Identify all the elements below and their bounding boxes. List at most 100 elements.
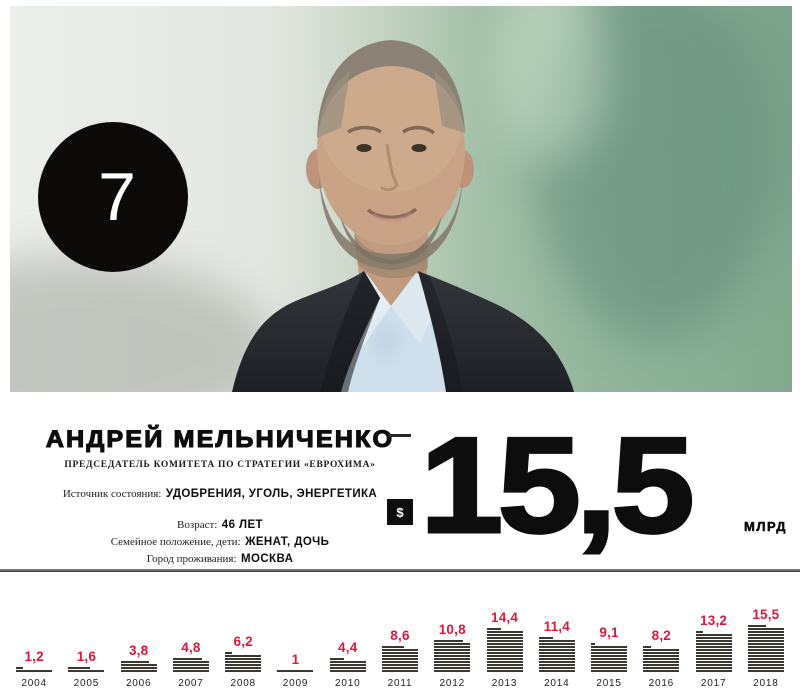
bar-line xyxy=(695,640,732,642)
bar-line xyxy=(486,664,523,666)
year-label: 2013 xyxy=(491,678,518,689)
bar-line-partial xyxy=(329,658,345,660)
bar-line xyxy=(434,664,471,666)
bar-line xyxy=(695,646,732,648)
bar-line xyxy=(695,664,732,666)
bar-line xyxy=(538,658,575,660)
bar-line xyxy=(747,640,784,642)
fact-label: Город проживания: xyxy=(146,553,237,565)
chart-column: 3,8 2006 xyxy=(113,642,165,690)
bar-line-partial xyxy=(747,625,766,627)
year-label: 2017 xyxy=(700,678,727,689)
profile-block: АНДРЕЙ МЕЛЬНИЧЕНКО ПРЕДСЕДАТЕЛЬ КОМИТЕТА… xyxy=(30,427,410,567)
bar-value-label: 13,2 xyxy=(700,612,728,628)
fact-row-city: Город проживания: МОСКВА xyxy=(30,550,410,567)
bar-line xyxy=(486,643,523,645)
bar-line xyxy=(486,637,523,639)
chart-column: 1,2 2004 xyxy=(8,648,60,690)
bar-line xyxy=(172,664,209,666)
dollar-badge: $ xyxy=(387,499,413,525)
bar-line xyxy=(591,646,628,648)
rank-number: 7 xyxy=(98,159,136,235)
bar-line xyxy=(381,652,418,654)
bar-line xyxy=(538,649,575,651)
bar-line-partial xyxy=(68,667,90,669)
fact-value: 46 ЛЕТ xyxy=(221,519,263,531)
bar-line xyxy=(381,649,418,651)
bar-line xyxy=(329,670,366,672)
bar-line xyxy=(486,661,523,663)
bar-line xyxy=(172,670,209,672)
chart-column: 9,1 2015 xyxy=(583,625,635,690)
year-label: 2008 xyxy=(230,678,256,689)
bar-line xyxy=(747,661,784,663)
bar-value-label: 8,6 xyxy=(390,627,410,643)
bar-value-label: 1,2 xyxy=(24,648,44,664)
portrait-illustration xyxy=(10,6,792,392)
bar-line xyxy=(591,652,628,654)
bar-line xyxy=(591,649,628,651)
year-label: 2018 xyxy=(753,678,779,689)
chart-column: 10,8 2012 xyxy=(426,622,478,690)
bar-line xyxy=(225,667,262,669)
bar-line xyxy=(538,655,575,657)
bar-line xyxy=(643,649,680,651)
bar-line xyxy=(643,652,680,654)
bar-stack xyxy=(225,651,262,672)
bar-line xyxy=(591,667,628,669)
rank-badge: 7 xyxy=(38,122,188,272)
bar-line xyxy=(747,649,784,651)
year-label: 2010 xyxy=(335,678,361,689)
bar-line xyxy=(434,667,471,669)
bar-line xyxy=(381,667,418,669)
bar-line xyxy=(591,664,628,666)
chart-column: 1,6 2005 xyxy=(60,649,112,690)
bar-value-label: 14,4 xyxy=(490,609,519,625)
bar-line xyxy=(747,628,784,630)
bar-line xyxy=(695,655,732,657)
bar-line xyxy=(695,667,732,669)
bar-line xyxy=(591,658,628,660)
bar-line xyxy=(486,655,523,657)
bar-value-label: 15,5 xyxy=(752,606,780,622)
bar-line xyxy=(747,643,784,645)
bar-line xyxy=(434,655,471,657)
bar-line xyxy=(225,661,262,663)
bar-line xyxy=(747,670,784,672)
bar-line xyxy=(486,640,523,642)
bar-line xyxy=(538,670,575,672)
year-label: 2014 xyxy=(544,678,570,689)
bar-line xyxy=(434,670,471,672)
bar-stack xyxy=(538,636,575,672)
bar-line xyxy=(747,664,784,666)
bar-value-label: 4,4 xyxy=(338,639,358,655)
bar-line xyxy=(381,661,418,663)
bar-line xyxy=(120,667,157,669)
bar-line xyxy=(172,661,209,663)
bar-line-partial xyxy=(381,646,404,648)
bar-value-label: 3,8 xyxy=(128,642,149,658)
dollar-sign: $ xyxy=(396,504,404,520)
bar-line xyxy=(329,667,366,669)
bar-line xyxy=(643,670,680,672)
bar-line xyxy=(120,670,157,672)
bar-stack xyxy=(68,666,105,672)
bar-line xyxy=(486,652,523,654)
chart-column: 1 2009 xyxy=(269,652,321,690)
bar-line xyxy=(591,661,628,663)
bar-line xyxy=(695,661,732,663)
chart-column: 4,4 2010 xyxy=(322,639,374,690)
section-divider xyxy=(0,569,800,572)
bar-line xyxy=(434,661,471,663)
year-label: 2007 xyxy=(178,678,204,689)
bar-line xyxy=(486,670,523,672)
bar-line xyxy=(538,643,575,645)
bar-line xyxy=(538,667,575,669)
bar-line-partial xyxy=(486,628,501,630)
bar-line xyxy=(695,658,732,660)
bar-stack xyxy=(434,639,471,672)
bar-stack xyxy=(16,666,53,672)
bar-line xyxy=(695,637,732,639)
year-label: 2015 xyxy=(596,678,622,689)
fact-label: Источник состояния: xyxy=(62,488,162,500)
